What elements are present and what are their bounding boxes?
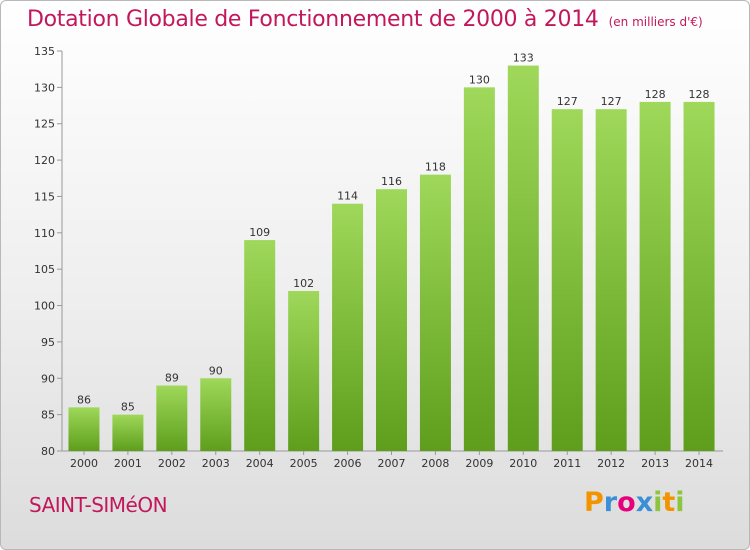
- x-tick-label: 2002: [158, 457, 186, 470]
- bar-value-label: 90: [209, 364, 223, 377]
- x-tick-label: 2011: [553, 457, 581, 470]
- chart-subtitle: (en milliers d'€): [608, 15, 703, 29]
- bar: [244, 240, 276, 451]
- bar-value-label: 89: [165, 372, 179, 385]
- logo-letter: i: [653, 487, 663, 518]
- y-tick-label: 110: [34, 227, 55, 240]
- x-tick-label: 2007: [378, 457, 406, 470]
- bar: [639, 101, 671, 451]
- bar: [332, 203, 364, 451]
- logo-letter: r: [603, 487, 618, 518]
- y-tick-label: 80: [41, 445, 55, 458]
- chart-title: Dotation Globale de Fonctionnement de 20…: [27, 7, 703, 32]
- x-tick-label: 2009: [465, 457, 493, 470]
- y-tick-label: 125: [34, 118, 55, 131]
- logo-letter: P: [584, 487, 604, 518]
- x-tick-label: 2012: [597, 457, 625, 470]
- y-tick-label: 105: [34, 263, 55, 276]
- bar: [595, 109, 627, 451]
- x-tick-label: 2014: [685, 457, 713, 470]
- x-tick-label: 2004: [246, 457, 274, 470]
- bar: [376, 189, 407, 451]
- bar-value-label: 130: [469, 73, 490, 86]
- bar: [683, 101, 715, 451]
- bar: [419, 174, 451, 452]
- y-tick-label: 115: [34, 190, 55, 203]
- proxiti-logo: Proxiti: [584, 487, 685, 518]
- bar-value-label: 109: [249, 226, 270, 239]
- bar: [68, 407, 100, 451]
- bar-value-label: 86: [77, 393, 91, 406]
- bar: [288, 291, 320, 451]
- x-tick-label: 2006: [334, 457, 362, 470]
- y-tick-label: 135: [34, 45, 55, 58]
- bar-value-label: 118: [425, 161, 446, 174]
- y-tick-label: 100: [34, 300, 55, 313]
- y-tick-label: 95: [41, 336, 55, 349]
- bar-value-label: 127: [557, 95, 578, 108]
- logo-letter: i: [675, 487, 685, 518]
- x-tick-label: 2005: [290, 457, 318, 470]
- bar: [156, 385, 188, 451]
- y-tick-label: 130: [34, 81, 55, 94]
- x-tick-label: 2013: [641, 457, 669, 470]
- x-tick-label: 2008: [421, 457, 449, 470]
- chart-title-text: Dotation Globale de Fonctionnement de 20…: [27, 7, 599, 32]
- bar-value-label: 116: [381, 175, 402, 188]
- bar-value-label: 114: [337, 190, 358, 203]
- y-tick-label: 120: [34, 154, 55, 167]
- x-tick-label: 2003: [202, 457, 230, 470]
- bar: [551, 109, 583, 451]
- bar-value-label: 128: [645, 88, 666, 101]
- logo-letter: t: [662, 487, 676, 518]
- bar: [200, 378, 232, 451]
- bar: [463, 87, 495, 451]
- logo-letter: o: [617, 487, 636, 518]
- logo-letter: x: [635, 487, 654, 518]
- commune-name: SAINT-SIMéON: [29, 493, 168, 517]
- x-tick-label: 2000: [70, 457, 98, 470]
- bar-value-label: 133: [513, 52, 534, 65]
- bar: [507, 65, 539, 451]
- x-tick-label: 2001: [114, 457, 142, 470]
- bar-value-label: 102: [293, 277, 314, 290]
- x-tick-label: 2010: [509, 457, 537, 470]
- bar-value-label: 128: [689, 88, 710, 101]
- bar: [112, 414, 144, 451]
- bar-value-label: 127: [601, 95, 622, 108]
- y-tick-label: 90: [41, 372, 55, 385]
- y-tick-label: 85: [41, 409, 55, 422]
- bar-value-label: 85: [121, 401, 135, 414]
